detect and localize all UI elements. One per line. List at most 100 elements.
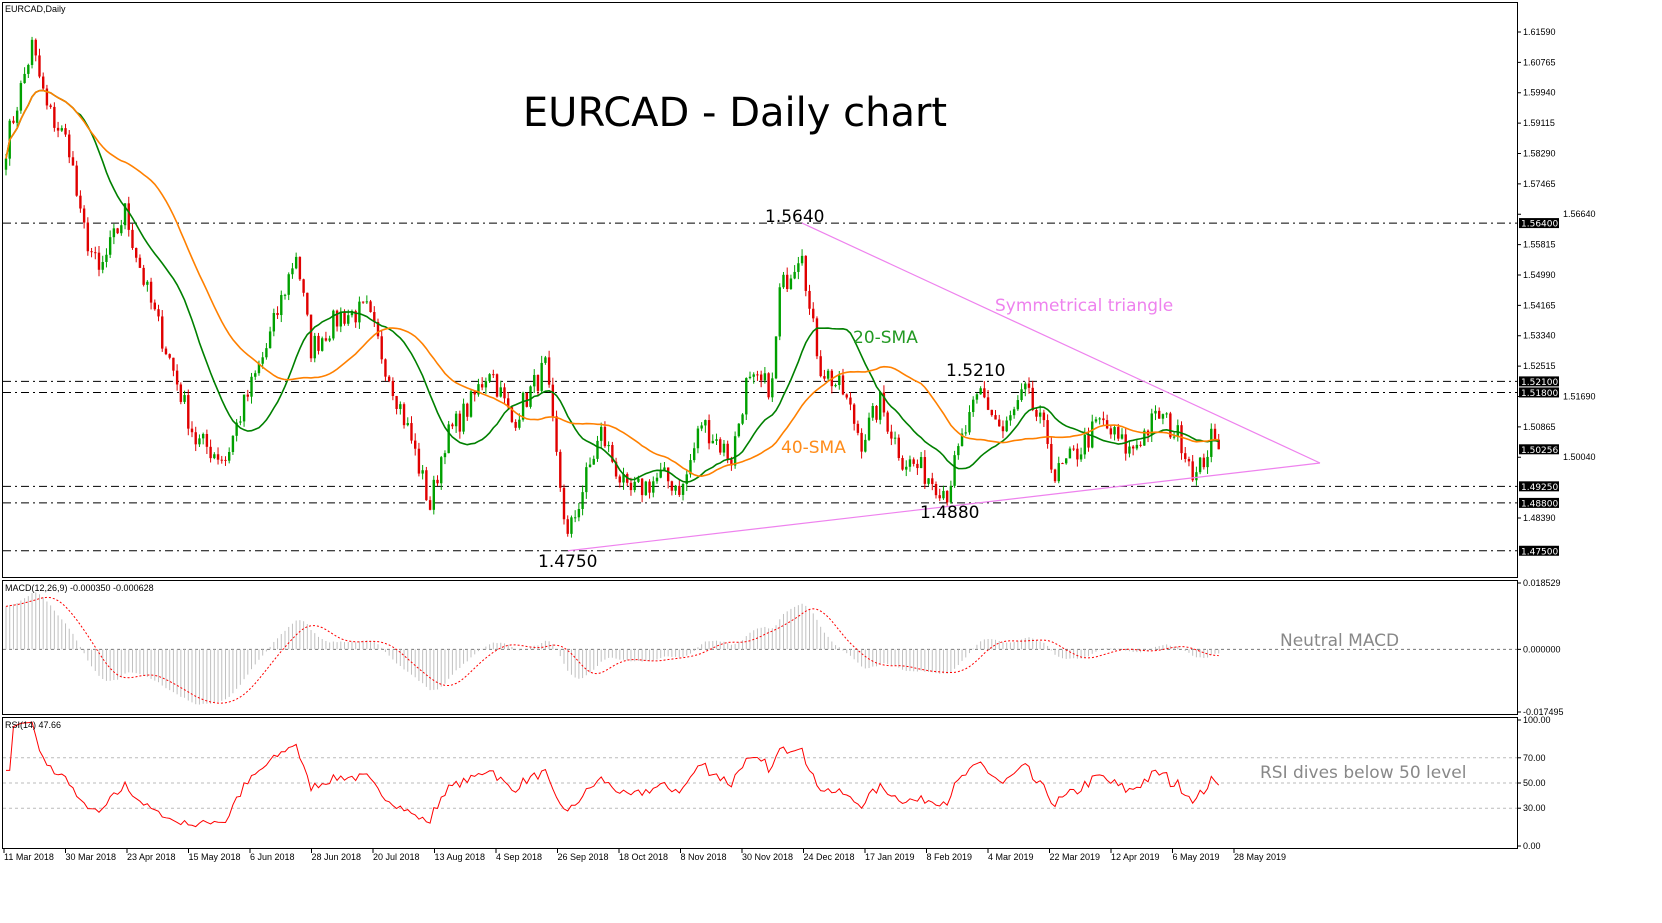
candle-body — [1065, 458, 1068, 464]
candle-body — [581, 492, 584, 510]
candle-body — [402, 404, 406, 426]
candle-body — [986, 397, 990, 410]
candle-body — [1035, 409, 1038, 417]
candle-body — [484, 381, 488, 388]
candle-body — [1184, 453, 1187, 460]
price-tick-label: 1.61590 — [1523, 27, 1556, 37]
candle-body — [1120, 434, 1124, 439]
candle-body — [480, 384, 484, 388]
candle-body — [633, 481, 636, 491]
candle-body — [1024, 383, 1027, 390]
candle-body — [693, 448, 696, 461]
candle-body — [1053, 469, 1057, 482]
candle-body — [384, 359, 387, 377]
date-tick-label: 20 Jul 2018 — [373, 852, 420, 862]
candle-body — [819, 356, 822, 377]
level-price-label: 1.48800 — [1521, 499, 1558, 509]
price-panel — [2, 2, 1518, 578]
candle-body — [347, 315, 350, 324]
label-1.5210: 1.5210 — [946, 361, 1005, 381]
candle-body — [759, 374, 763, 381]
candle-body — [1150, 413, 1153, 436]
candle-body — [440, 457, 443, 484]
candle-body — [1020, 389, 1023, 401]
candle-body — [919, 457, 923, 469]
candle-body — [916, 463, 919, 469]
candle-body — [190, 428, 194, 433]
candle-body — [514, 421, 517, 428]
candle-body — [209, 446, 212, 459]
candle-body — [838, 375, 841, 385]
candle-body — [953, 455, 956, 486]
level-price-box — [1519, 497, 1559, 508]
candle-body — [101, 261, 104, 270]
candle-body — [957, 446, 960, 456]
candle-body — [138, 257, 142, 268]
level-price-box — [1519, 376, 1559, 387]
candle-body — [908, 459, 912, 467]
candle-body — [730, 459, 733, 466]
candle-body — [1079, 454, 1083, 460]
candle-body — [640, 478, 644, 496]
candle-body — [313, 335, 316, 359]
candle-body — [841, 375, 845, 395]
candle-body — [756, 374, 759, 376]
date-tick-label: 22 Mar 2019 — [1050, 852, 1101, 862]
candle-body — [938, 495, 941, 499]
candle-body — [280, 295, 283, 316]
candle-body — [451, 424, 454, 427]
date-tick-label: 8 Nov 2018 — [681, 852, 727, 862]
candle-body — [309, 314, 313, 359]
sma20-label: 20-SMA — [853, 328, 918, 348]
candle-body — [793, 271, 796, 279]
candle-body — [201, 433, 205, 439]
candle-body — [1027, 383, 1031, 388]
candle-body — [834, 384, 837, 387]
candle-body — [1050, 443, 1053, 470]
candle-body — [934, 484, 938, 496]
candle-body — [373, 312, 376, 322]
candle-body — [666, 467, 670, 482]
candle-body — [629, 482, 633, 491]
candle-body — [1139, 444, 1142, 446]
candle-body — [183, 395, 186, 402]
candle-body — [187, 395, 190, 429]
candle-body — [354, 311, 357, 323]
date-tick-label: 6 May 2019 — [1173, 852, 1220, 862]
candle-body — [901, 458, 904, 470]
candle-body — [302, 279, 305, 293]
candle-body — [614, 461, 618, 477]
candle-body — [771, 378, 774, 398]
candle-body — [15, 110, 19, 123]
date-tick-label: 11 Mar 2018 — [4, 852, 54, 862]
candle-body — [1191, 461, 1194, 481]
date-tick-label: 30 Mar 2018 — [66, 852, 117, 862]
level-price-box — [1519, 387, 1559, 398]
candle-body — [994, 415, 997, 420]
candle-body — [960, 433, 964, 447]
candle-body — [655, 477, 659, 482]
candle-body — [1109, 428, 1113, 435]
candle-body — [875, 405, 878, 420]
candle-body — [722, 443, 726, 453]
price-tick-label: 1.53340 — [1523, 331, 1556, 341]
candle-body — [1057, 463, 1060, 482]
candle-body — [365, 301, 369, 303]
candle-body — [800, 255, 804, 264]
candle-body — [1072, 448, 1075, 450]
price-tick-label: 1.50865 — [1523, 422, 1556, 432]
candle-body — [596, 440, 599, 459]
date-tick-label: 13 Aug 2018 — [435, 852, 486, 862]
candle-body — [670, 481, 674, 491]
triangle-upper-line — [801, 222, 1321, 464]
candle-body — [897, 437, 900, 459]
candle-body — [871, 405, 874, 418]
macd-signal-line — [5, 596, 1219, 704]
candle-body — [231, 435, 235, 452]
price-tick-label: 1.51690 — [1563, 391, 1596, 401]
candle-body — [1161, 414, 1165, 419]
candle-body — [414, 440, 417, 449]
level-price-label: 1.56400 — [1521, 220, 1558, 230]
candle-body — [808, 290, 811, 309]
